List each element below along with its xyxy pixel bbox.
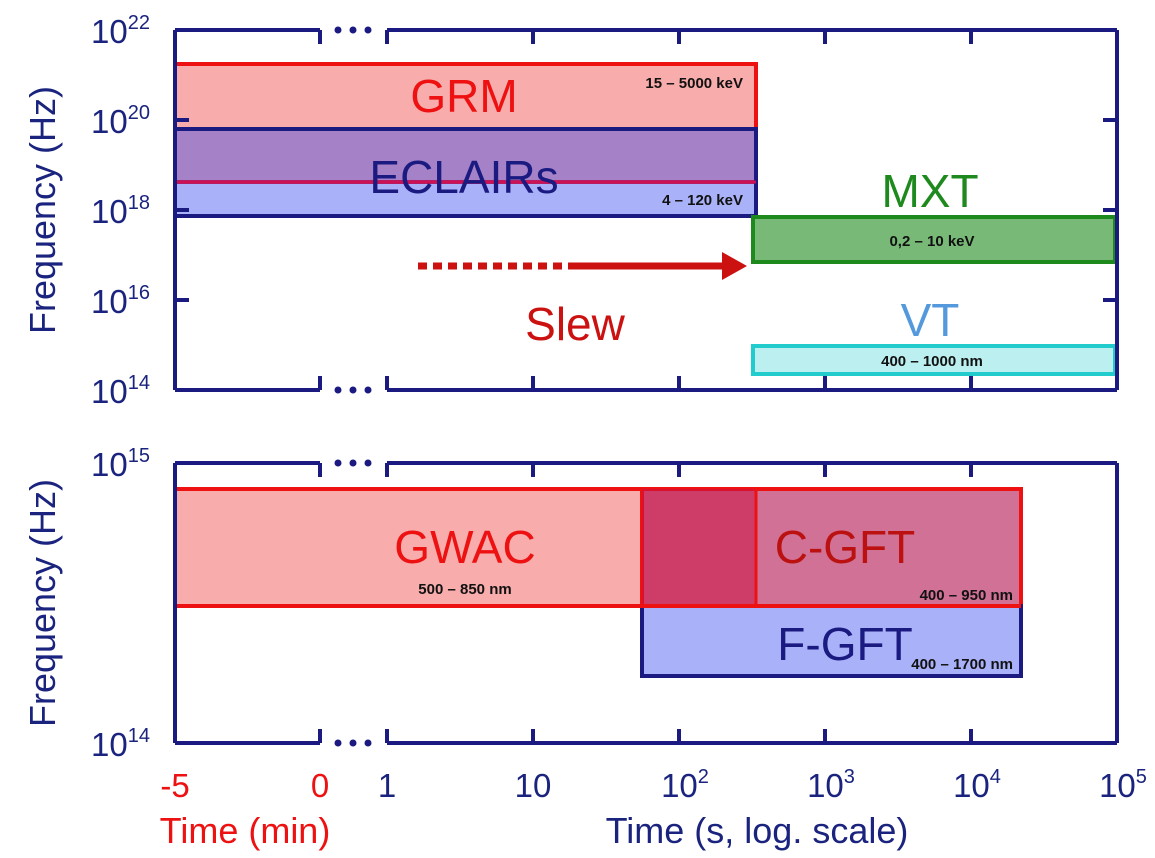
slew-label: Slew [525,298,625,350]
grm-label: GRM [410,70,517,122]
x-tick-labels: -5 0 1 10 102 103 104 105 [160,766,1147,804]
y-tick-label: 1014 [91,725,150,763]
break-dot [349,26,357,34]
top-y-axis-title: Frequency (Hz) [22,86,63,334]
x-axis-title-seconds: Time (s, log. scale) [606,810,909,851]
slew-arrow-head [722,252,747,280]
fgft-range-label: 400 – 1700 nm [911,656,1013,673]
x-tick-label-minutes: 0 [311,767,329,804]
x-tick-label-seconds: 102 [661,766,709,804]
break-dot [349,459,357,467]
y-tick-label: 1022 [91,12,150,50]
break-dot [334,26,342,34]
vt-range-label: 400 – 1000 nm [881,353,983,370]
break-dot [349,739,357,747]
cgft-range-label: 400 – 950 nm [920,587,1013,604]
top-y-ticks: 1014 1016 1018 1020 1022 [91,12,1117,410]
break-dot [364,459,372,467]
grm-range-label: 15 – 5000 keV [645,75,743,92]
bottom-frame [173,461,1119,745]
gwac-band [173,487,644,608]
y-tick-label: 1020 [91,102,150,140]
break-dot [364,739,372,747]
x-tick-label-seconds: 104 [953,766,1001,804]
bottom-axis-break-dots [334,459,372,747]
cgft-overlap-region [642,489,756,606]
x-tick-label-minutes: -5 [160,767,189,804]
grm-band [173,62,758,184]
eclairs-band [173,127,758,218]
x-tick-label-seconds: 105 [1099,766,1147,804]
break-dot [334,386,342,394]
bottom-panel: GWAC 500 – 850 nm C-GFT 400 – 950 nm F-G… [22,445,1119,763]
mxt-label: MXT [881,165,978,217]
y-tick-label: 1014 [91,372,150,410]
y-tick-label: 1018 [91,192,150,230]
y-tick-label: 1015 [91,445,150,483]
top-panel: GRM 15 – 5000 keV ECLAIRs 4 – 120 keV MX… [22,12,1119,410]
gwac-label: GWAC [394,521,535,573]
gwac-range-label: 500 – 850 nm [418,581,511,598]
break-dot [349,386,357,394]
y-tick-label: 1016 [91,282,150,320]
top-x-ticks [318,30,973,390]
break-dot [334,739,342,747]
vt-label: VT [901,294,960,346]
bottom-y-axis-title: Frequency (Hz) [22,479,63,727]
cgft-label: C-GFT [775,521,916,573]
x-tick-label-seconds: 1 [378,767,396,804]
x-tick-label-seconds: 10 [515,767,552,804]
mxt-band [751,215,1117,264]
fgft-label: F-GFT [777,618,912,670]
break-dot [364,26,372,34]
break-dot [364,386,372,394]
mxt-range-label: 0,2 – 10 keV [889,233,974,250]
bottom-y-ticks: 1014 1015 [91,445,1117,763]
break-dot [334,459,342,467]
eclairs-label: ECLAIRs [369,151,558,203]
eclairs-range-label: 4 – 120 keV [662,192,743,209]
x-tick-label-seconds: 103 [807,766,855,804]
top-axis-break-dots [334,26,372,394]
bottom-x-ticks [318,463,973,743]
x-axis-title-minutes: Time (min) [160,810,331,851]
